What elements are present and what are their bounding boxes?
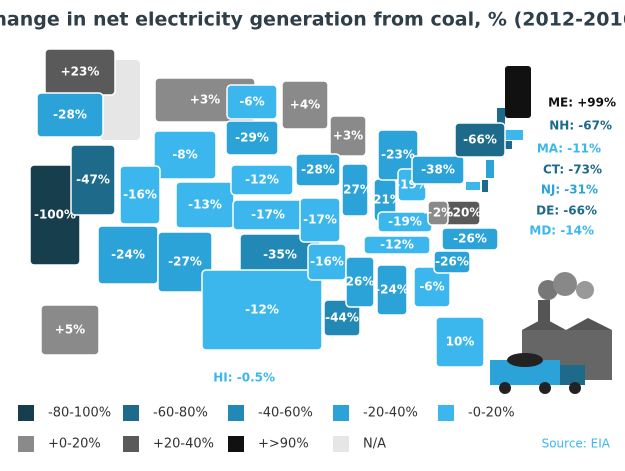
state (299, 197, 341, 243)
state-label: -6% (239, 95, 264, 109)
title: Change in net electricity generation fro… (0, 9, 625, 31)
callout-label: MA: -11% (537, 142, 601, 156)
legend-swatch (18, 405, 34, 421)
legend-label: -60-80% (153, 406, 208, 421)
state-label: -6% (419, 280, 444, 294)
legend-swatch (228, 436, 244, 452)
state-label: -12% (245, 303, 279, 317)
legend-swatch (228, 405, 244, 421)
callout-label: NH: -67% (549, 119, 612, 133)
legend-swatch (333, 436, 349, 452)
state-label: +2% (423, 206, 453, 220)
state-label: -12% (245, 173, 279, 187)
state (230, 164, 294, 196)
state-label: -26% (435, 255, 469, 269)
state-label: -27% (338, 183, 372, 197)
state (201, 269, 323, 351)
state-label: -44% (325, 311, 359, 325)
state (323, 299, 361, 337)
state-label: -24% (375, 283, 409, 297)
state (40, 304, 100, 356)
state-label: -28% (301, 163, 335, 177)
state (435, 316, 485, 368)
legend-label: +0-20% (48, 437, 101, 452)
legend-swatch (123, 405, 139, 421)
legend-label: -80-100% (48, 406, 111, 421)
state-label: -47% (76, 173, 110, 187)
state (226, 84, 278, 120)
state-label: -8% (172, 148, 197, 162)
legend-swatch (333, 405, 349, 421)
state-label: +5% (55, 323, 85, 337)
state (295, 153, 341, 187)
state-label: -28% (53, 108, 87, 122)
ne-states (466, 66, 531, 192)
state-label: -27% (168, 255, 202, 269)
callout-label: DE: -66% (536, 204, 597, 218)
state-label: -29% (235, 131, 269, 145)
callout-label: ME: +99% (548, 96, 616, 110)
state (157, 231, 213, 293)
state-label: -12% (380, 238, 414, 252)
state-label: +20% (443, 206, 482, 220)
callout-label: MD: -14% (529, 224, 594, 238)
legend-label: -40-60% (258, 406, 313, 421)
legend-label: +>90% (258, 437, 309, 452)
state-label: -13% (188, 198, 222, 212)
state (345, 256, 375, 308)
callout-label: CT: -73% (543, 163, 602, 177)
state (225, 120, 279, 156)
legend-label: N/A (363, 437, 386, 452)
state-label: -26% (453, 232, 487, 246)
state-label: -16% (310, 255, 344, 269)
state (36, 92, 104, 138)
state (441, 227, 499, 251)
state (70, 144, 116, 216)
state-label: +23% (61, 65, 100, 79)
state (433, 250, 471, 274)
state-label: +3% (190, 93, 220, 107)
source: Source: EIA (542, 437, 611, 451)
state (341, 163, 369, 217)
state-label: -66% (463, 133, 497, 147)
state-label: 10% (446, 335, 475, 349)
state (119, 165, 161, 225)
callout-label: NJ: -31% (541, 183, 598, 197)
legend-label: -20-40% (363, 406, 418, 421)
states: +23%-28%-100%-47%+3%-8%-16%-13%-24% -27%-… (29, 48, 506, 368)
state-label: -17% (251, 208, 285, 222)
state-label: -16% (123, 188, 157, 202)
state-label: -17% (303, 213, 337, 227)
state (454, 122, 506, 158)
state-label: -100% (34, 208, 76, 222)
state (411, 155, 465, 185)
legend-label: +20-40% (153, 437, 214, 452)
state-label: -19% (388, 215, 422, 229)
factory (490, 272, 612, 394)
state (413, 266, 451, 308)
state (376, 264, 408, 316)
state-label: -21% (368, 193, 402, 207)
state (281, 80, 329, 130)
state (363, 235, 431, 255)
state (427, 200, 449, 226)
state-label: 26% (346, 275, 375, 289)
legend-label: -0-20% (468, 406, 515, 421)
legend-swatch (123, 436, 139, 452)
state-label: -38% (421, 163, 455, 177)
state-label: +4% (290, 98, 320, 112)
state-label: -24% (111, 248, 145, 262)
state (329, 115, 367, 157)
state-label: -35% (263, 248, 297, 262)
callout-label: HI: -0.5% (213, 371, 275, 385)
legend-swatch (18, 436, 34, 452)
state (153, 130, 217, 180)
state-label: -23% (381, 148, 415, 162)
state-label: +3% (333, 129, 363, 143)
legend-swatch (438, 405, 454, 421)
